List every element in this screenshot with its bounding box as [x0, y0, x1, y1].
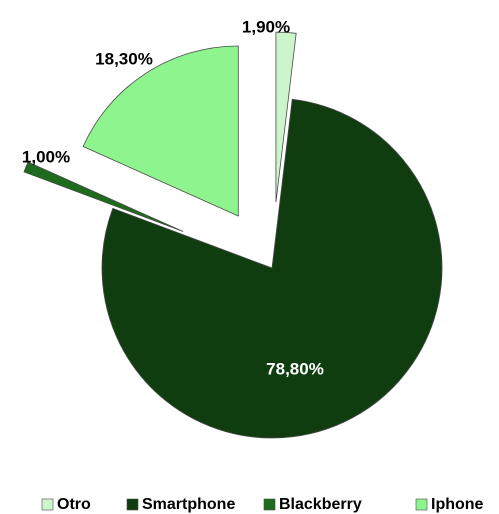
- slice-label-blackberry: 1,00%: [22, 147, 70, 166]
- pie-slice-smartphone: [101, 98, 443, 439]
- legend-swatch-iphone: [415, 498, 428, 511]
- slice-label-otro: 1,90%: [242, 17, 290, 36]
- pie-slices: [23, 31, 443, 439]
- legend-label-iphone: Iphone: [431, 496, 484, 513]
- legend-label-otro: Otro: [57, 496, 91, 513]
- legend-label-smartphone: Smartphone: [142, 496, 235, 513]
- legend: Otro Smartphone Blackberry Iphone: [41, 496, 484, 513]
- pie-slice-blackberry: [23, 161, 184, 232]
- legend-swatch-smartphone: [126, 498, 139, 511]
- slice-label-iphone: 18,30%: [95, 49, 153, 68]
- pie-slice-iphone: [82, 45, 239, 217]
- legend-label-blackberry: Blackberry: [279, 496, 362, 513]
- slice-label-smartphone: 78,80%: [266, 359, 324, 378]
- slice-labels: 1,90% 78,80% 1,00% 18,30%: [22, 17, 324, 378]
- legend-swatch-blackberry: [263, 498, 276, 511]
- legend-swatch-otro: [41, 498, 54, 511]
- pie-slice-otro: [275, 31, 297, 203]
